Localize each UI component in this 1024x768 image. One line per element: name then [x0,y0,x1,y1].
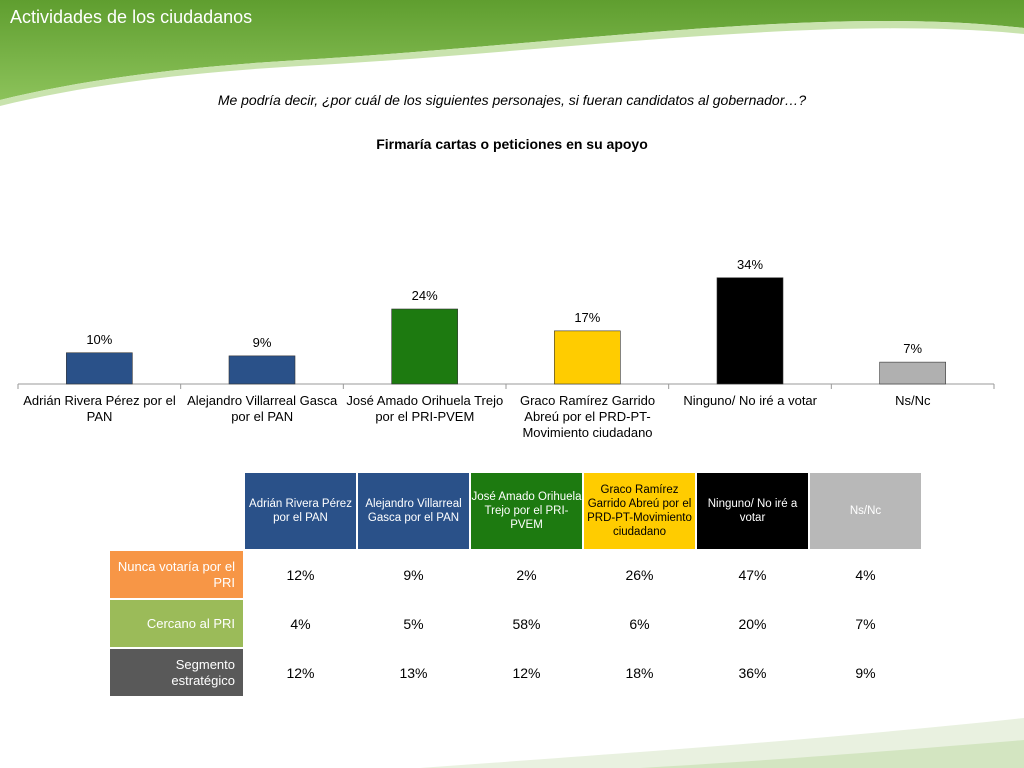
bar [716,277,784,385]
category-label: Alejandro Villarreal Gasca por el PAN [187,393,338,424]
table-row: Cercano al PRI 4% 5% 58% 6% 20% 7% [110,600,921,647]
column-header-rivera: Adrián Rivera Pérez por el PAN [245,473,356,549]
bar [879,361,946,385]
table-cell: 7% [855,615,876,632]
table-cell: 12% [286,566,315,583]
table-cell: 18% [625,664,654,681]
column-header-ninguno: Ninguno/ No iré a votar [697,473,808,549]
table-cell: 12% [286,664,315,681]
header-band [0,0,1024,106]
bar [66,352,133,385]
bar-chart: 10% 9% 24% 17% 34% 7% [17,257,995,389]
category-label: Ninguno/ No iré a votar [683,393,817,408]
table-cell: 12% [512,664,541,681]
bar-value-label: 9% [253,335,272,350]
table-cell: 9% [855,664,876,681]
row-header-cercano: Cercano al PRI [110,600,243,647]
table-cell: 58% [512,615,541,632]
table-header-row: Adrián Rivera Pérez por el PAN Alejandro… [110,473,921,549]
table-cell: 2% [516,566,537,583]
table-cell: 26% [625,566,654,583]
category-label: Graco Ramírez Garrido Abreú por el PRD-P… [519,393,656,440]
crosstab-table: Adrián Rivera Pérez por el PAN Alejandro… [108,471,923,698]
header-swoosh [0,0,1024,100]
table-cell: 9% [403,566,424,583]
table-cell: 36% [738,664,767,681]
bar [554,330,621,385]
column-header-ramirez: Graco Ramírez Garrido Abreú por el PRD-P… [584,473,695,549]
chart-title: Firmaría cartas o peticiones en su apoyo [376,136,648,152]
row-header-segmento: Segmento estratégico [110,649,243,696]
column-header-villarreal: Alejandro Villarreal Gasca por el PAN [358,473,469,549]
bar-value-label: 10% [86,332,112,347]
table-cell: 6% [629,615,650,632]
bar-value-label: 7% [903,341,922,356]
category-label: Ns/Nc [895,393,931,408]
bar [391,308,458,385]
table-cell: 20% [738,615,767,632]
bar-value-label: 17% [574,310,600,325]
page-title: Actividades de los ciudadanos [10,7,253,27]
table-cell: 13% [399,664,428,681]
table-cell: 4% [855,566,876,583]
table-cell: 5% [403,615,424,632]
category-label: José Amado Orihuela Trejo por el PRI-PVE… [346,393,504,424]
column-header-nsnc: Ns/Nc [810,473,921,549]
table-cell: 47% [738,566,767,583]
table-row: Segmento estratégico 12% 13% 12% 18% 36%… [110,649,921,696]
bar [228,355,296,385]
table-cell: 4% [290,615,311,632]
table-row: Nunca votaría por el PRI 12% 9% 2% 26% 4… [110,551,921,598]
bar-value-label: 34% [737,257,763,272]
category-label: Adrián Rivera Pérez por el PAN [23,393,176,424]
bar-value-label: 24% [412,288,438,303]
column-header-orihuela: José Amado Orihuela Trejo por el PRI-PVE… [471,473,582,549]
table-corner [110,473,243,549]
row-header-nunca-votaria: Nunca votaría por el PRI [110,551,243,598]
survey-question: Me podría decir, ¿por cuál de los siguie… [217,92,807,108]
footer-swoosh [420,718,1024,768]
